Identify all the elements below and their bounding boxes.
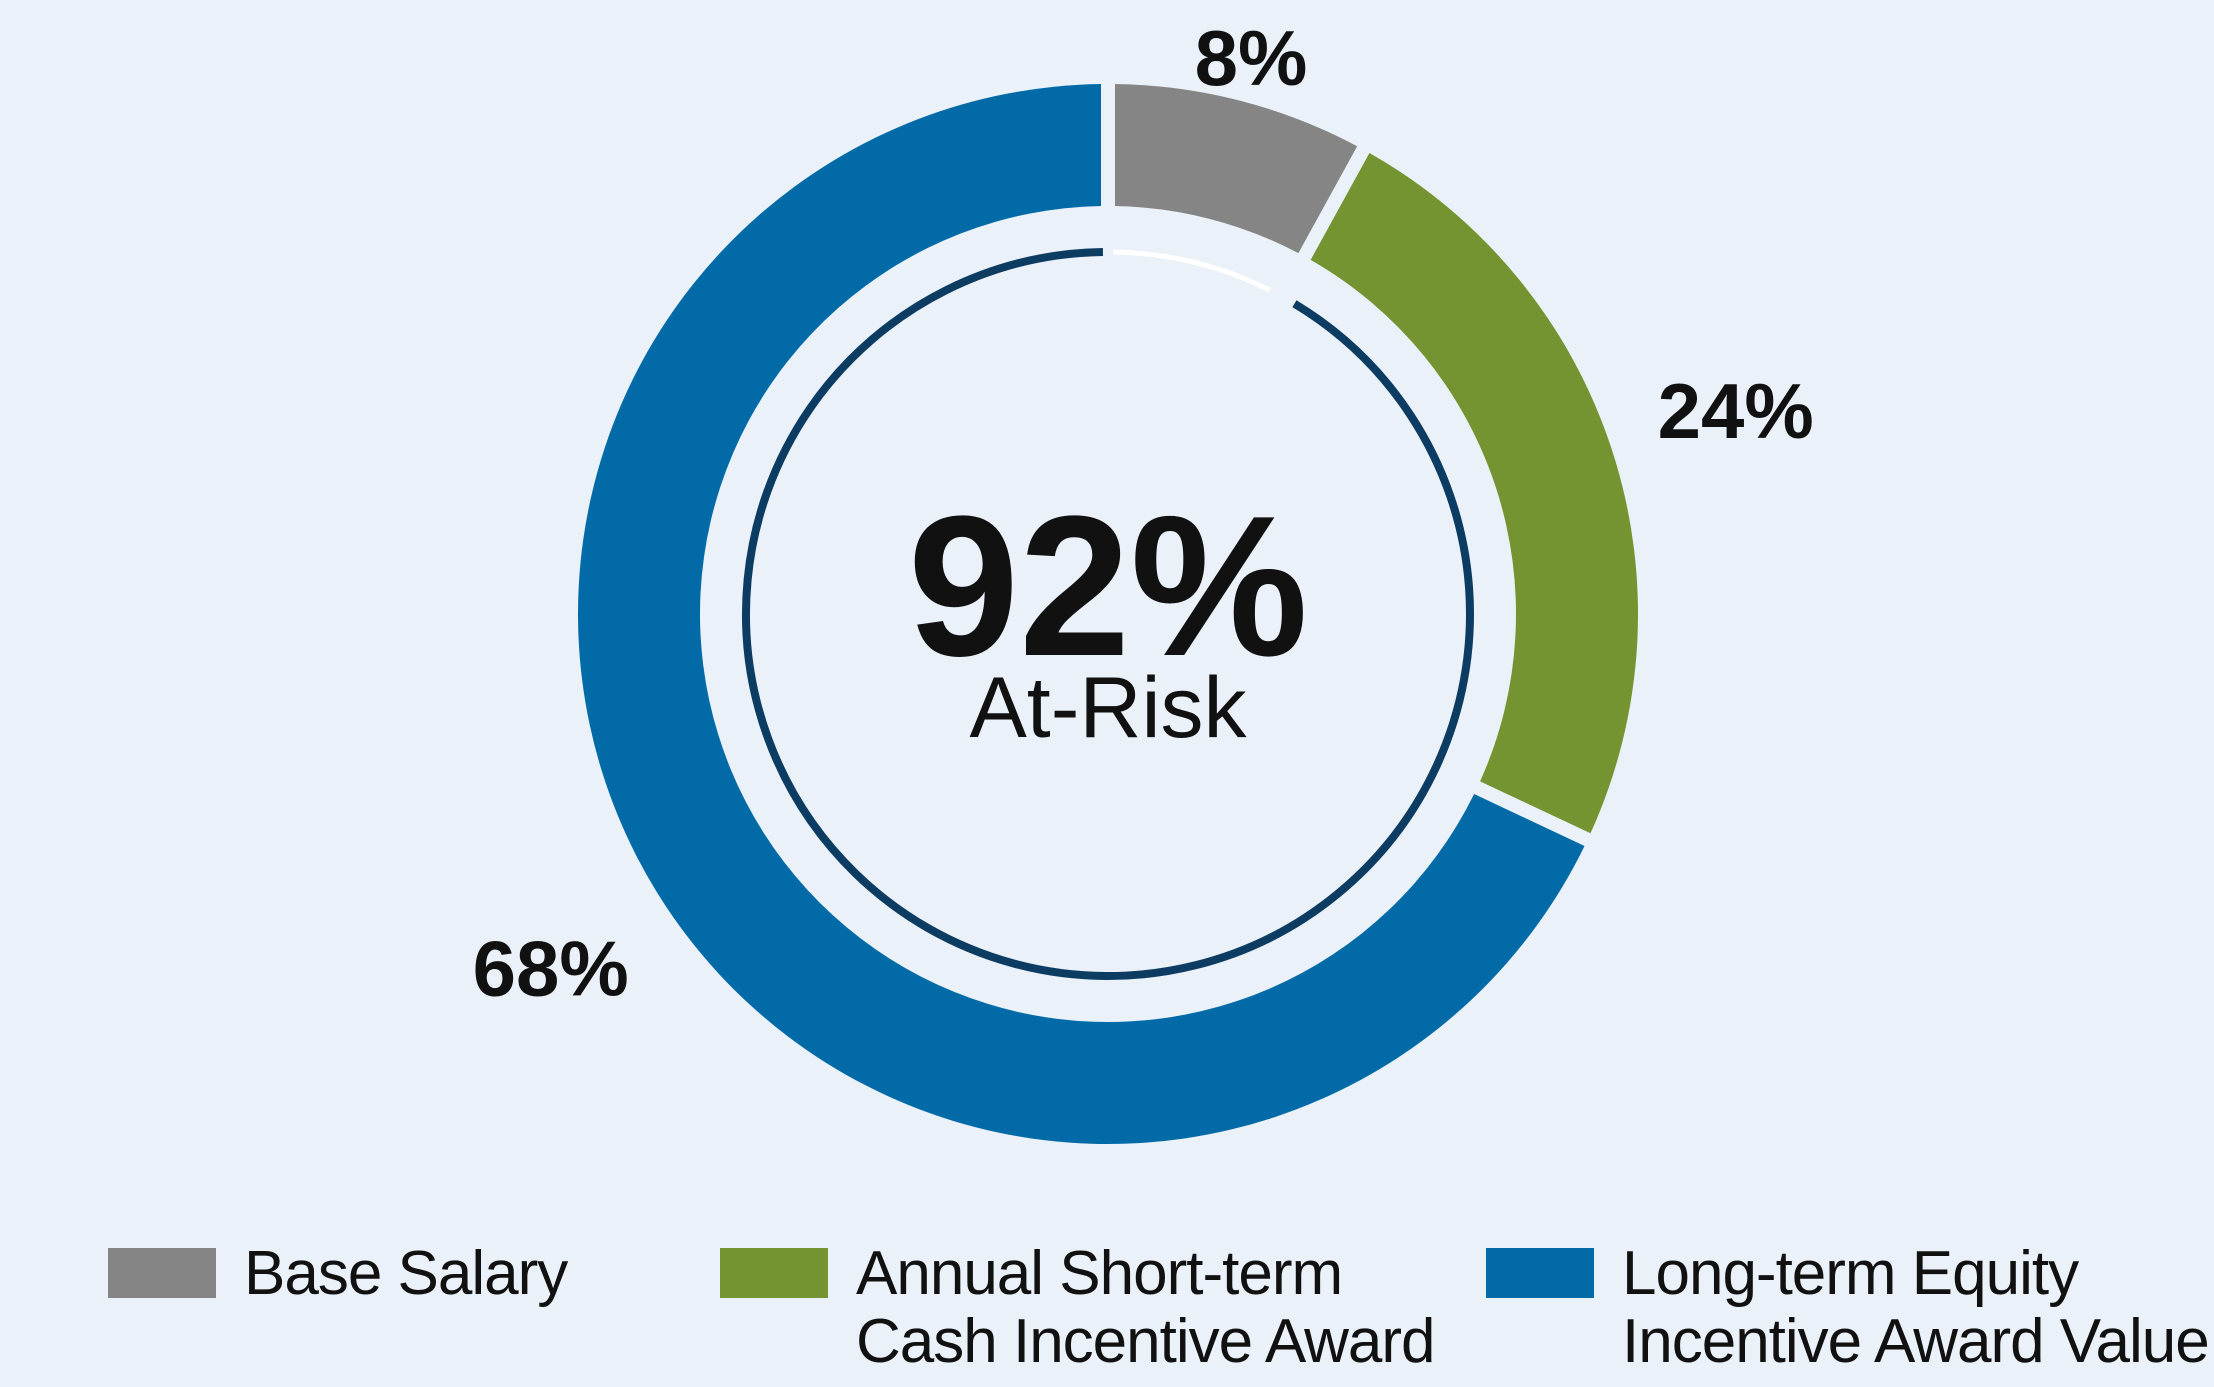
legend: Base Salary Annual Short-term Cash Incen… <box>0 1240 2214 1380</box>
base-salary-thin-arc <box>1113 249 1272 293</box>
legend-swatch-long-term-equity <box>1486 1248 1594 1298</box>
at-risk-arc <box>742 248 1474 980</box>
slice-short-term-cash <box>1310 152 1638 834</box>
donut-slices <box>578 84 1638 1144</box>
slice-label-short-term-cash: 24% <box>1658 367 1814 455</box>
center-caption: At-Risk <box>969 660 1247 756</box>
center-value: 92% <box>908 475 1308 698</box>
donut-chart: 8% 24% 68% 92% At-Risk <box>473 14 1814 1144</box>
legend-item-short-term-cash: Annual Short-term Cash Incentive Award <box>720 1239 1436 1376</box>
slice-label-base-salary: 8% <box>1195 14 1308 102</box>
slice-base-salary <box>1114 84 1358 254</box>
legend-swatch-short-term-cash <box>720 1248 828 1298</box>
legend-item-base-salary: Base Salary <box>108 1239 568 1308</box>
legend-label-long-term-equity: Long-term Equity Incentive Award Value <box>1622 1239 2210 1376</box>
slice-label-long-term-equity: 68% <box>473 925 629 1013</box>
legend-label-short-term-cash: Annual Short-term Cash Incentive Award <box>856 1239 1436 1376</box>
legend-item-long-term-equity: Long-term Equity Incentive Award Value <box>1486 1239 2210 1376</box>
legend-swatch-base-salary <box>108 1248 216 1298</box>
legend-label-base-salary: Base Salary <box>244 1239 568 1308</box>
